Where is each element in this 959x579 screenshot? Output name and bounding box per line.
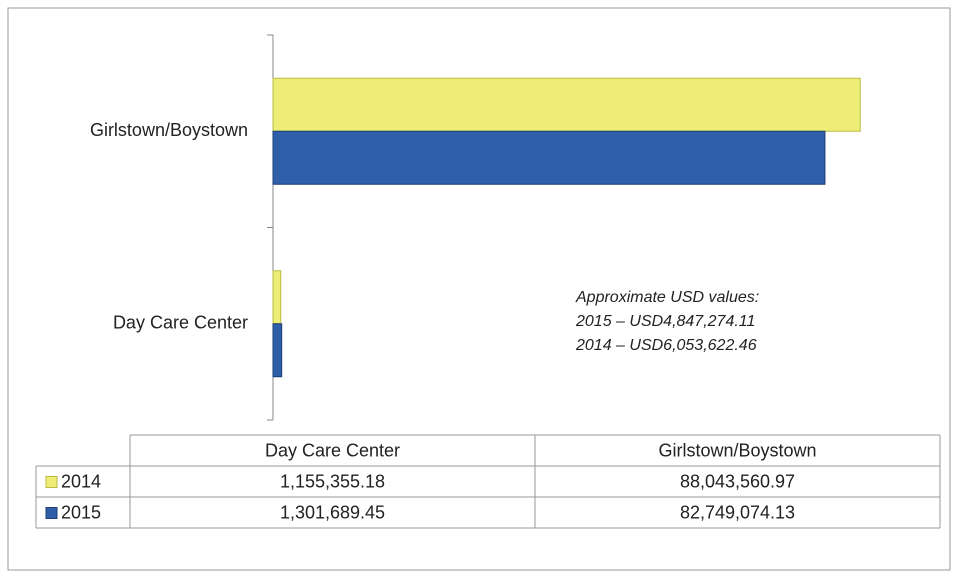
table-cell: 82,749,074.13 xyxy=(680,502,795,522)
legend-label: 2015 xyxy=(61,502,101,522)
bar xyxy=(272,323,283,378)
annotation: 2015 – USD4,847,274.11 xyxy=(575,313,755,330)
table-cell: 1,155,355.18 xyxy=(280,471,385,491)
legend-key xyxy=(45,476,58,488)
table-header: Girlstown/Boystown xyxy=(658,440,816,460)
annotation: Approximate USD values: xyxy=(575,289,759,306)
bar xyxy=(272,270,282,325)
annotation: 2014 – USD6,053,622.46 xyxy=(575,337,757,354)
legend-label: 2014 xyxy=(61,471,101,491)
table-cell: 1,301,689.45 xyxy=(280,502,385,522)
y-tick-label: Girlstown/Boystown xyxy=(90,120,248,140)
legend-key xyxy=(45,507,58,519)
bar xyxy=(272,130,826,185)
table-header: Day Care Center xyxy=(265,440,400,460)
y-tick-label: Day Care Center xyxy=(113,313,248,333)
table-cell: 88,043,560.97 xyxy=(680,471,795,491)
bar xyxy=(272,77,861,132)
